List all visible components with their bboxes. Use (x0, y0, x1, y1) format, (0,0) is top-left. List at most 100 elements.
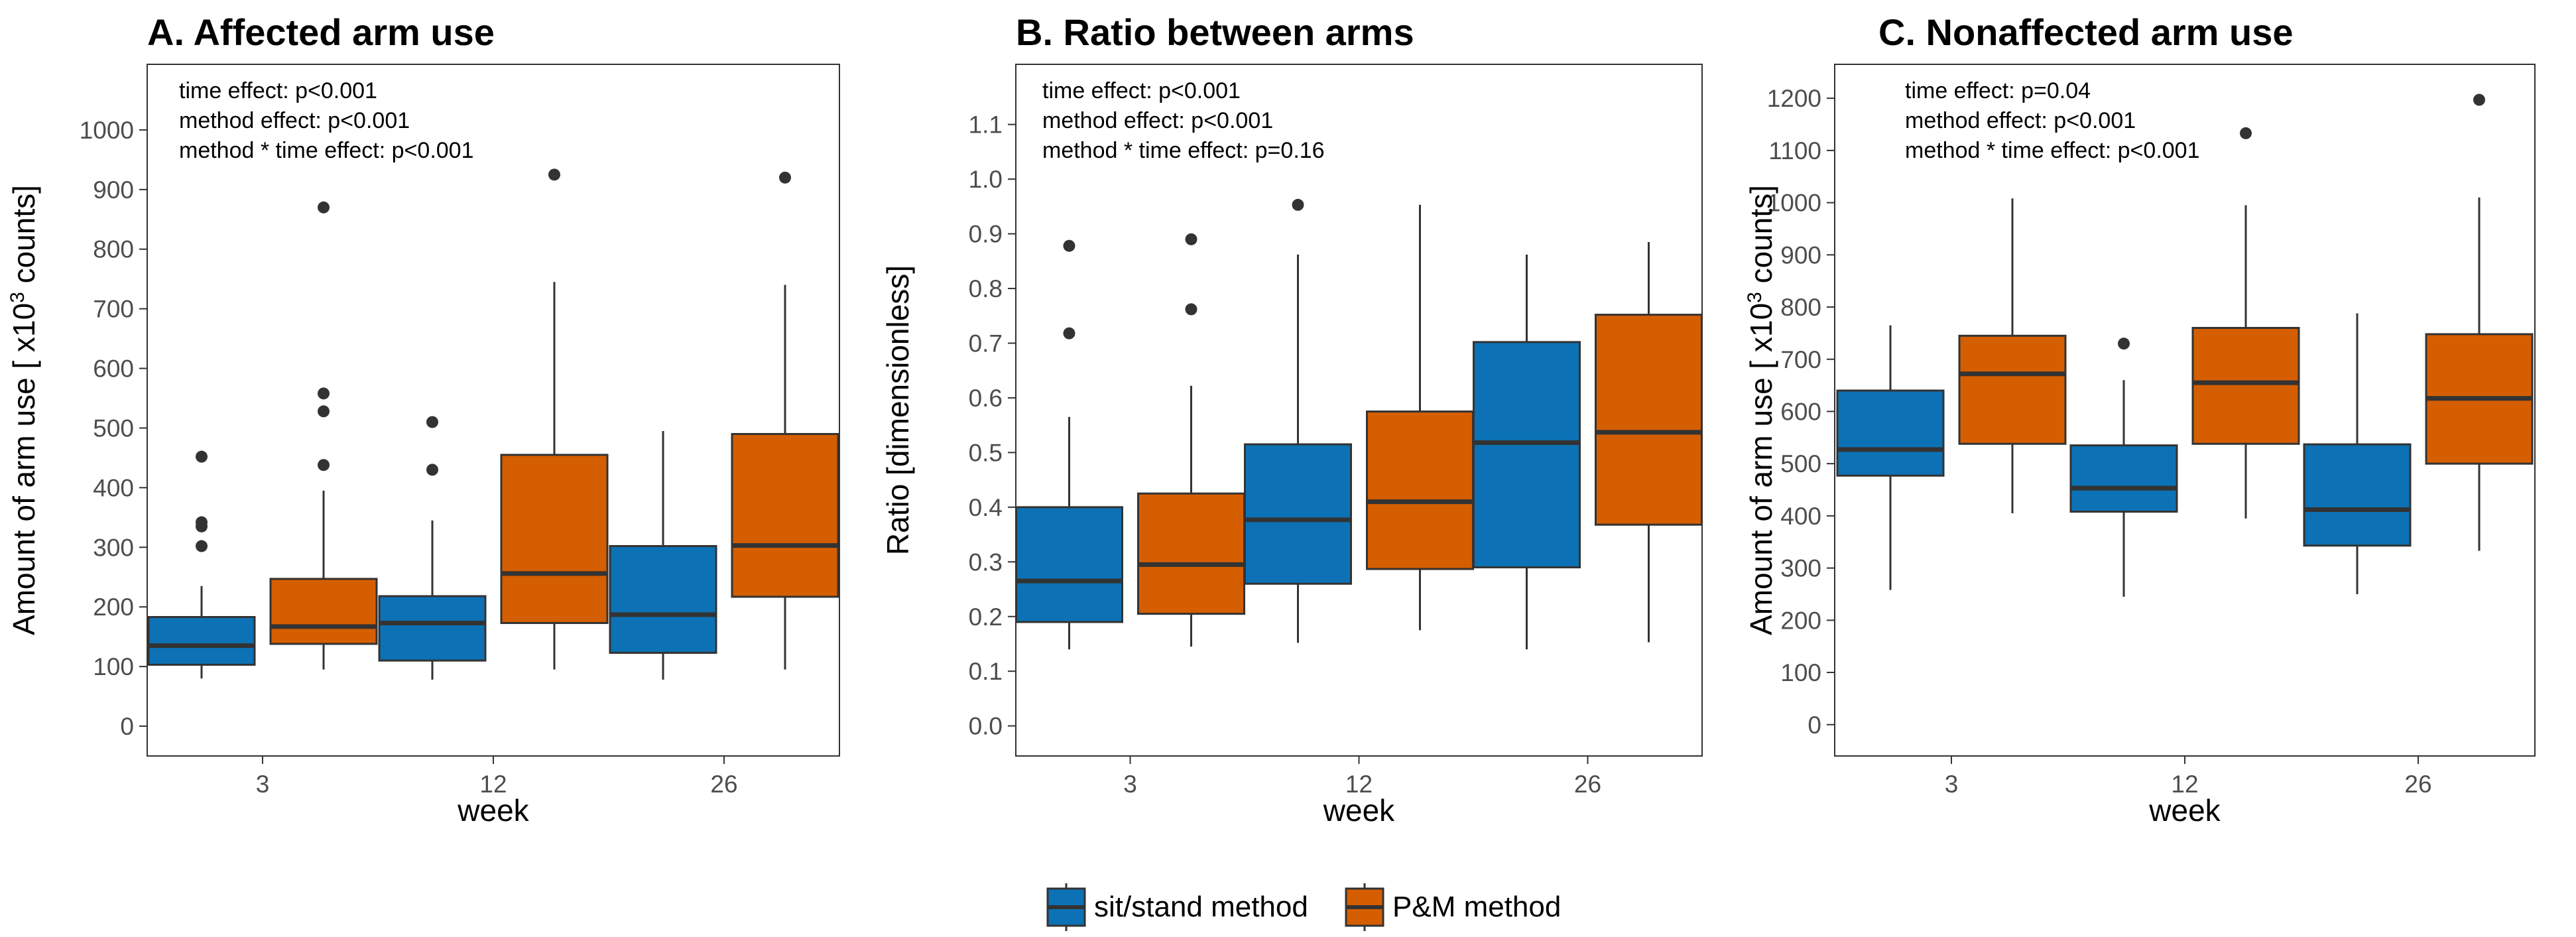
y-tick-label: 200 (93, 593, 134, 621)
x-tick-label: 26 (1574, 771, 1601, 798)
y-tick-label: 0.0 (969, 713, 1003, 740)
legend-label: P&M method (1392, 891, 1561, 923)
legend: sit/stand method P&M method (1046, 883, 1561, 931)
boxplot (1595, 241, 1703, 643)
x-axis-title: week (457, 793, 529, 828)
y-tick-label: 100 (93, 653, 134, 680)
box (731, 432, 839, 598)
boxplot (1473, 254, 1581, 650)
panel-title: A. Affected arm use (147, 11, 495, 53)
y-tick-label: 900 (1780, 241, 1821, 269)
y-tick-label: 0.7 (969, 330, 1003, 357)
boxplot (269, 201, 378, 670)
outlier-point (1185, 303, 1197, 316)
stat-annotation: method effect: p<0.001 (1042, 108, 1273, 133)
outlier-point (426, 464, 438, 476)
boxplot (731, 171, 839, 670)
y-tick-label: 0.4 (969, 494, 1003, 521)
y-tick-label: 300 (93, 534, 134, 561)
y-tick-label: 1100 (1768, 137, 1821, 164)
y-tick-label: 0 (120, 713, 134, 740)
panel-title: C. Nonaffected arm use (1878, 11, 2294, 53)
outlier-point (318, 459, 330, 471)
boxplot (2303, 313, 2412, 594)
y-tick-label: 0.3 (969, 548, 1003, 576)
box (2069, 444, 2178, 513)
box (378, 595, 487, 662)
y-tick-label: 0.9 (969, 221, 1003, 248)
stat-annotation: method * time effect: p=0.16 (1042, 138, 1325, 163)
stat-annotation: method effect: p<0.001 (1905, 108, 2136, 133)
outlier-point (2240, 127, 2252, 139)
outlier-point (196, 450, 208, 463)
y-tick-label: 0.6 (969, 385, 1003, 412)
y-axis-title: Amount of arm use [ x103 counts] (1744, 185, 1778, 635)
x-axis-title: week (2148, 793, 2221, 828)
panel-nonaffected-arm-use: C. Nonaffected arm use 0 100 200 300 400 500 60… (1744, 11, 2536, 828)
boxplot (2425, 94, 2534, 551)
x-tick-label: 12 (1345, 771, 1373, 798)
boxplot (1244, 198, 1352, 643)
y-tick-label: 700 (1780, 346, 1821, 373)
y-tick-label: 0 (1808, 712, 1821, 739)
x-tick-label: 3 (1945, 771, 1959, 798)
boxplot (609, 430, 717, 680)
box (1836, 389, 1945, 477)
panel-ratio-between-arms: B. Ratio between arms 0.0 0.1 0.2 0.3 0.4 0.5 0… (881, 11, 1703, 828)
stat-annotation: method * time effect: p<0.001 (1905, 138, 2200, 163)
x-tick-label: 26 (710, 771, 737, 798)
y-tick-label: 0.5 (969, 439, 1003, 466)
boxplot (500, 168, 609, 670)
y-axis-title: Ratio [dimensionless] (881, 265, 915, 555)
y-tick-label: 100 (1780, 659, 1821, 686)
y-tick-label: 800 (93, 236, 134, 263)
outlier-point (2473, 94, 2485, 106)
outlier-point (779, 171, 791, 184)
box (1137, 492, 1245, 615)
y-tick-label: 1.1 (969, 111, 1003, 139)
box (147, 616, 256, 666)
outlier-point (548, 168, 560, 181)
box (500, 454, 609, 624)
stat-annotation: time effect: p=0.04 (1905, 78, 2091, 103)
outlier-point (2118, 338, 2130, 350)
outlier-point (196, 540, 208, 552)
box (1366, 410, 1474, 570)
x-tick-label: 12 (479, 771, 507, 798)
y-tick-label: 400 (1780, 503, 1821, 530)
y-tick-label: 600 (93, 355, 134, 383)
boxplot (378, 416, 487, 680)
y-tick-label: 0.1 (969, 658, 1003, 685)
outlier-point (196, 516, 208, 529)
y-tick-label: 0.8 (969, 275, 1003, 302)
y-tick-label: 700 (93, 296, 134, 323)
box (1244, 443, 1352, 585)
box (1958, 334, 2067, 445)
boxplot (1836, 325, 1945, 590)
box (1015, 506, 1123, 623)
x-tick-label: 12 (2171, 771, 2198, 798)
x-tick-label: 26 (2404, 771, 2431, 798)
x-axis-title: week (1323, 793, 1395, 828)
outlier-point (318, 387, 330, 400)
box (2303, 443, 2412, 547)
outlier-point (1292, 198, 1304, 211)
y-tick-label: 1.0 (969, 166, 1003, 193)
boxplot (1366, 204, 1474, 631)
y-tick-label: 500 (1780, 450, 1821, 477)
outlier-point (1063, 239, 1075, 252)
box (609, 545, 717, 654)
boxplot (1137, 233, 1245, 647)
boxplot (2191, 127, 2300, 519)
y-tick-label: 800 (1780, 294, 1821, 321)
box (269, 578, 378, 645)
panel-title: B. Ratio between arms (1016, 11, 1414, 53)
boxplot (2069, 338, 2178, 597)
x-tick-label: 3 (256, 771, 270, 798)
y-tick-label: 200 (1780, 607, 1821, 634)
y-tick-label: 0.2 (969, 603, 1003, 631)
outlier-point (1063, 327, 1075, 340)
box (2191, 327, 2300, 445)
panel-affected-arm-use: A. Affected arm use 0 100 200 300 400 500 600 70… (7, 11, 840, 828)
